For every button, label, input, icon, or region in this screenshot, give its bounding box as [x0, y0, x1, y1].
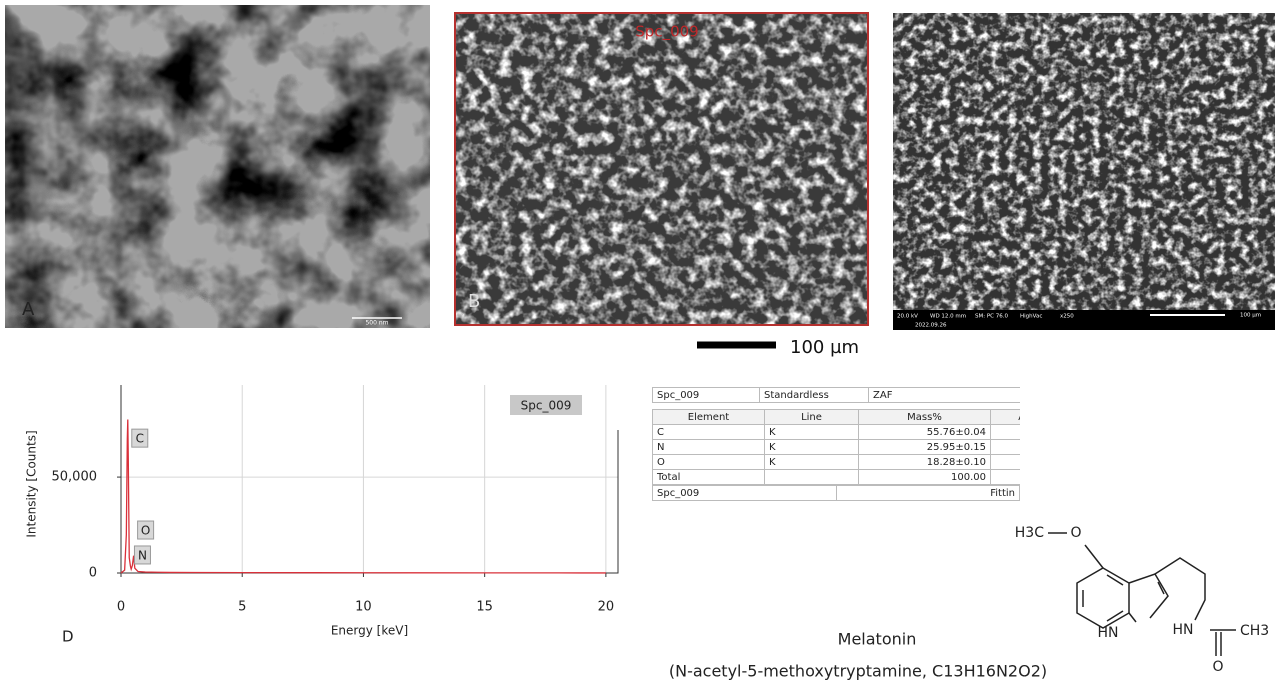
y-tick-label: 0 — [89, 566, 97, 581]
cell: K — [765, 455, 859, 470]
legend-label: Spc_009 — [521, 399, 572, 413]
atom-label: HN — [1098, 625, 1119, 641]
info-text: 20.0 kV — [897, 314, 918, 320]
info-text: WD 12.0 mm — [930, 314, 966, 320]
table-header: Spc_009StandardlessZAFMe — [652, 387, 1020, 403]
x-tick-label: 0 — [117, 600, 125, 615]
scale-bar-label: 100 µm — [790, 337, 859, 358]
info-text: SM: PC 76.0 — [975, 314, 1008, 320]
atom-label: CH3 — [1240, 623, 1269, 639]
scale-label: 500 nm — [365, 320, 388, 327]
cell: Standardless — [760, 388, 869, 403]
sem-image: 20.0 kV WD 12.0 mm SM: PC 76.0 HighVac x250 2… — [893, 13, 1275, 330]
peak-label: C — [136, 432, 144, 446]
atom-label: O — [1212, 659, 1223, 675]
tem-image: 500 nm A — [5, 5, 430, 328]
table-body: ElementLineMass%AtCK55.76±0.04NK25.95±0.… — [652, 409, 1020, 485]
cell: K — [765, 440, 859, 455]
spectrum-tag: Spc_009 — [635, 23, 698, 42]
y-axis-label: Intensity [Counts] — [25, 430, 39, 537]
molecule-bonds — [1048, 533, 1236, 656]
y-tick-label: 50,000 — [52, 470, 98, 485]
cell: ZAF — [869, 388, 1021, 403]
cell: Fittin — [836, 486, 1020, 501]
atom-label: HN — [1173, 622, 1194, 638]
column-header: Line — [765, 410, 859, 425]
cell — [991, 455, 1021, 470]
panel-label: A — [22, 299, 35, 320]
row: Spc_009StandardlessZAFMe — [653, 388, 1021, 403]
atom-label: O — [1070, 525, 1081, 541]
peak-label: N — [138, 548, 147, 562]
info-text: x250 — [1060, 314, 1074, 320]
column-header: Mass% — [859, 410, 991, 425]
x-tick-label: 5 — [238, 600, 246, 615]
info-text: HighVac — [1020, 314, 1042, 320]
cell: C — [653, 425, 765, 440]
atom-label: H3C — [1015, 525, 1044, 541]
x-tick-label: 15 — [476, 600, 493, 615]
cell: 18.28±0.10 — [859, 455, 991, 470]
x-axis-label: Energy [keV] — [331, 624, 408, 638]
x-tick-label: 10 — [355, 600, 372, 615]
info-text: 100 µm — [1240, 313, 1261, 319]
cell — [991, 425, 1021, 440]
molecule-name: Melatonin — [838, 630, 917, 649]
column-header: At — [991, 410, 1021, 425]
cell: 55.76±0.04 — [859, 425, 991, 440]
cell — [991, 440, 1021, 455]
figure: 500 nm A Spc_009 B 20.0 kV WD 12.0 mm SM: … — [0, 0, 1282, 686]
cell: 25.95±0.15 — [859, 440, 991, 455]
cell: 100.00 — [859, 470, 991, 485]
info-text: 2022.09.26 — [915, 323, 947, 329]
cell: O — [653, 455, 765, 470]
eds-table: Spc_009StandardlessZAFMe ElementLineMass%… — [652, 387, 1020, 501]
total-row: Total 100.00 — [653, 470, 1021, 485]
peak-label: O — [141, 524, 150, 538]
cell: K — [765, 425, 859, 440]
cell: Total — [653, 470, 765, 485]
sem-image: Spc_009 B — [455, 13, 868, 325]
cell: Spc_009 — [653, 486, 837, 501]
cell: N — [653, 440, 765, 455]
page: 500 nm A Spc_009 B 20.0 kV WD 12.0 mm SM: … — [0, 0, 1282, 686]
molecule-formula: (N-acetyl-5-methoxytryptamine, C13H16N2O… — [669, 662, 1047, 681]
column-header: Element — [653, 410, 765, 425]
x-tick-label: 20 — [598, 600, 615, 615]
cell — [765, 470, 859, 485]
cell: Spc_009 — [653, 388, 760, 403]
panel-label: D — [62, 628, 74, 646]
panel-label: B — [468, 291, 480, 312]
cell — [991, 470, 1021, 485]
